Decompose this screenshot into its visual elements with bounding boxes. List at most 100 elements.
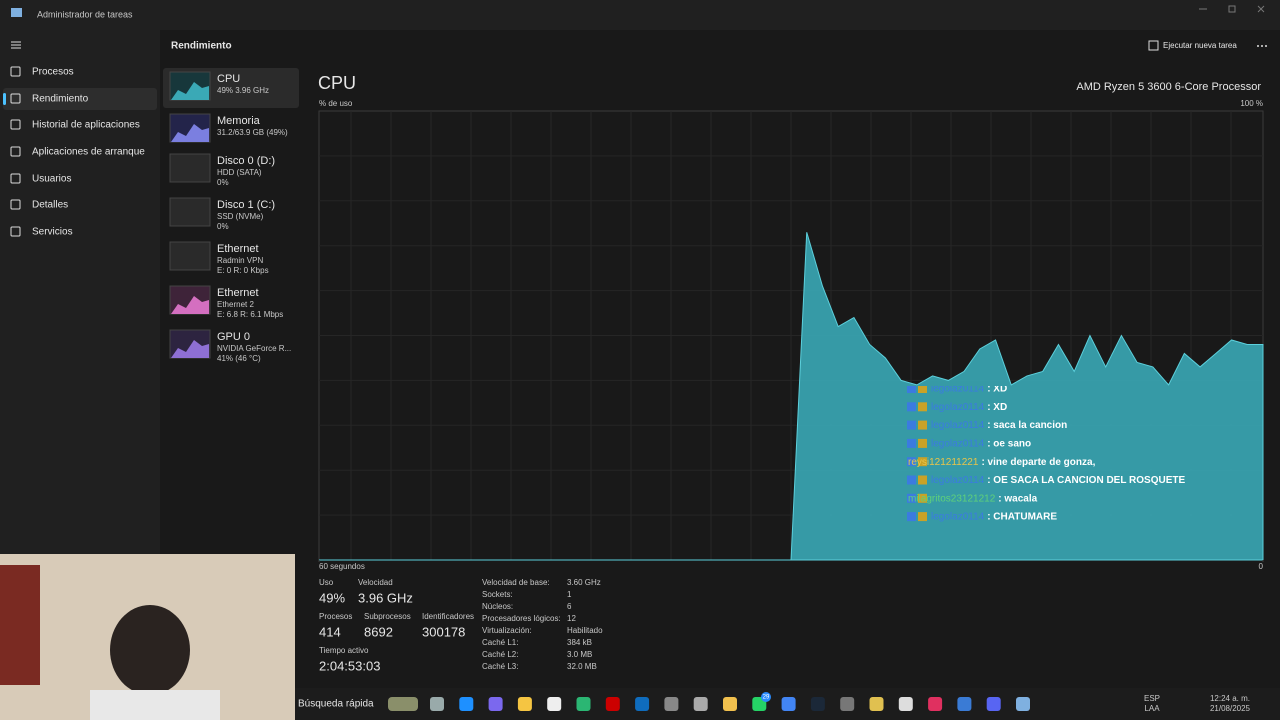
taskbar-icon[interactable] <box>459 697 474 711</box>
taskbar-icon[interactable] <box>928 697 943 711</box>
x-tick-label: 0 <box>1259 562 1264 571</box>
taskbar-icon[interactable] <box>840 697 855 711</box>
stat-value: 49% <box>319 590 345 605</box>
chat-badge <box>918 402 927 412</box>
chat-badge <box>918 512 927 522</box>
device-name[interactable]: GPU 0 <box>217 331 250 343</box>
stat-label: Subprocesos <box>364 612 411 621</box>
chat-user: milagritos23121212 <box>908 493 996 504</box>
taskbar-icon[interactable] <box>810 697 825 711</box>
device-detail: E: 6.8 R: 6.1 Mbps <box>217 310 283 319</box>
chat-badge <box>918 457 927 467</box>
webcam-shirt <box>90 690 220 720</box>
taskbar-icon[interactable] <box>547 697 562 711</box>
stat-label: Identificadores <box>422 612 474 621</box>
spec-value: 6 <box>567 602 572 611</box>
chat-badge <box>907 493 916 503</box>
search-art <box>388 697 418 711</box>
webcam-person <box>110 605 190 695</box>
taskbar-icon[interactable] <box>898 697 913 711</box>
stat-value: 300178 <box>422 624 465 639</box>
chat-message: : CHATUMARE <box>987 512 1057 523</box>
taskbar-icon[interactable] <box>517 697 532 711</box>
chat-badge <box>918 493 927 503</box>
panel-title: CPU <box>318 73 356 93</box>
taskbar-icon[interactable] <box>576 697 591 711</box>
taskbar-icon[interactable] <box>693 697 708 711</box>
chat-message: : oe sano <box>987 439 1031 450</box>
nav-item[interactable]: Procesos <box>32 67 74 78</box>
nav-item[interactable]: Aplicaciones de arranque <box>32 147 145 158</box>
device-thumb-fill <box>171 296 209 314</box>
clock-date: 21/08/2025 <box>1210 704 1251 713</box>
chat-user: legolaz0114 <box>931 420 985 431</box>
nav-indicator <box>3 93 6 105</box>
hamburger[interactable] <box>11 41 21 49</box>
device-detail: Ethernet 2 <box>217 300 254 309</box>
nav-item[interactable]: Servicios <box>32 227 73 238</box>
taskbar-icon[interactable] <box>488 697 503 711</box>
spec-label: Núcleos: <box>482 602 513 611</box>
spec-label: Velocidad de base: <box>482 578 550 587</box>
taskbar-icon[interactable] <box>723 697 737 711</box>
chat-user: reysi121211221 <box>908 457 979 468</box>
spec-label: Caché L1: <box>482 638 518 647</box>
taskbar-icon[interactable] <box>430 697 444 711</box>
device-thumb-fill <box>171 82 209 100</box>
chat-badge <box>918 386 927 393</box>
nav-icon <box>10 93 21 104</box>
device-detail: 31.2/63.9 GB (49%) <box>217 128 288 137</box>
spec-label: Caché L3: <box>482 662 518 671</box>
more[interactable] <box>1257 45 1267 47</box>
chat-badge <box>907 438 916 448</box>
window-title: Administrador de tareas <box>37 9 133 19</box>
x-tick-label: 60 segundos <box>319 562 365 571</box>
taskbar-icon[interactable] <box>605 697 620 711</box>
stat-label: Tiempo activo <box>319 646 369 655</box>
taskbar-icon[interactable] <box>869 697 884 711</box>
nav-icon <box>10 146 21 157</box>
spec-label: Procesadores lógicos: <box>482 614 561 623</box>
chat-user: legolaz0114 <box>931 402 985 413</box>
nav-item[interactable]: Detalles <box>32 200 68 211</box>
stat-value: 3.96 GHz <box>358 590 413 605</box>
device-detail: E: 0 R: 0 Kbps <box>217 266 269 275</box>
taskbar-icon[interactable] <box>957 697 972 711</box>
spec-value: 1 <box>567 590 572 599</box>
chat-badge <box>918 438 927 448</box>
taskbar-icon[interactable] <box>986 697 1001 711</box>
chat-user: legolaz0114 <box>931 475 985 486</box>
spec-value: Habilitado <box>567 626 603 635</box>
chat-message: : XD <box>987 384 1007 395</box>
device-detail: Radmin VPN <box>217 256 263 265</box>
chat-badge <box>907 457 916 467</box>
run-task[interactable]: Ejecutar nueva tarea <box>1163 41 1237 50</box>
app-icon <box>11 8 22 17</box>
nav-item[interactable]: Historial de aplicaciones <box>32 120 140 131</box>
taskbar-icon[interactable] <box>1016 697 1030 711</box>
y-label: % de uso <box>319 99 353 108</box>
spec-value: 3.60 GHz <box>567 578 601 587</box>
device-name[interactable]: Memoria <box>217 115 261 127</box>
clock-time: 12:24 a. m. <box>1210 694 1250 703</box>
badge <box>761 692 771 702</box>
device-detail: SSD (NVMe) <box>217 212 264 221</box>
device-name[interactable]: Ethernet <box>217 287 259 299</box>
chat-badge <box>918 420 927 430</box>
spec-value: 384 kB <box>567 638 592 647</box>
chat-message: : wacala <box>998 493 1037 504</box>
device-name[interactable]: Ethernet <box>217 243 259 255</box>
taskbar-icon[interactable] <box>635 697 650 711</box>
device-name[interactable]: Disco 0 (D:) <box>217 155 275 167</box>
device-detail: 0% <box>217 222 229 231</box>
search[interactable]: Búsqueda rápida <box>298 699 374 710</box>
nav-item[interactable]: Usuarios <box>32 174 71 185</box>
taskbar-icon[interactable] <box>781 697 796 711</box>
device-name[interactable]: Disco 1 (C:) <box>217 199 275 211</box>
nav-item[interactable]: Rendimiento <box>32 94 89 105</box>
device-thumb <box>169 153 211 183</box>
taskbar-icon[interactable] <box>664 697 679 711</box>
chat-badge <box>907 420 916 430</box>
device-name[interactable]: CPU <box>217 73 240 85</box>
